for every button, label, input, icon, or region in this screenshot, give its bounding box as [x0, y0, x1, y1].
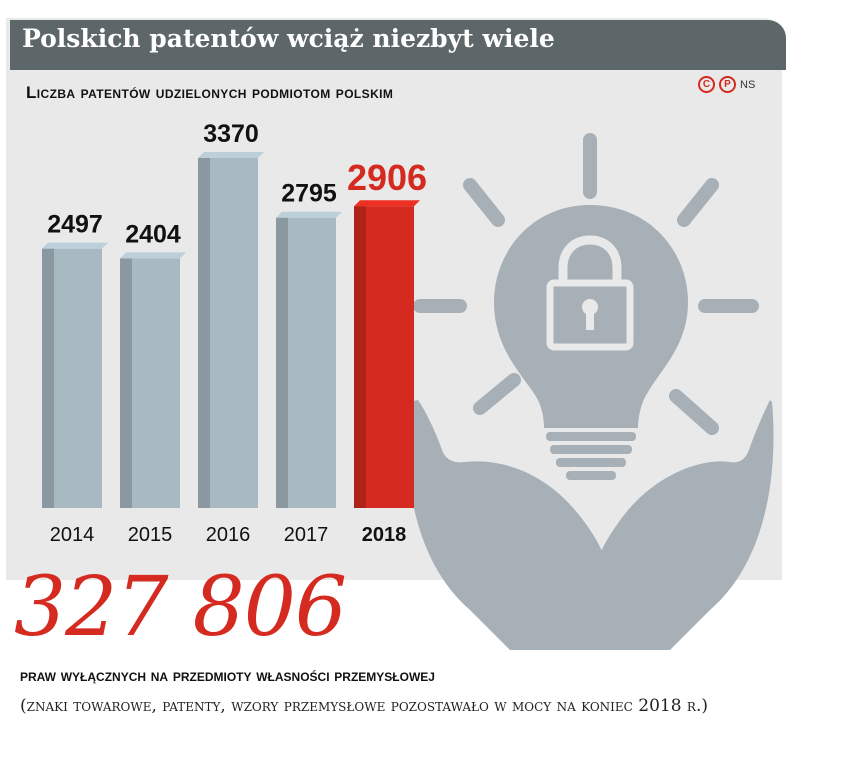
summary-caption-note: (znaki towarowe, patenty, wzory przemysł…	[20, 696, 708, 716]
bar-top	[42, 242, 108, 249]
bar-side	[354, 206, 366, 508]
x-tick-2016: 2016	[206, 524, 251, 546]
chart-subtitle: Liczba patentów udzielonych podmiotom po…	[26, 83, 394, 102]
bulb-base-ring	[550, 445, 632, 454]
bar-2015	[120, 252, 186, 508]
bars-layer	[42, 152, 420, 509]
bar-side	[276, 217, 288, 509]
value-label-2016: 3370	[203, 120, 259, 148]
bulb-base-ring	[566, 471, 616, 480]
x-tick-labels-layer: 2014 2015 2016 2017 2018	[50, 524, 407, 546]
x-tick-2014: 2014	[50, 524, 95, 546]
bulb-base-ring	[546, 432, 636, 441]
left-hand-icon	[406, 400, 612, 650]
bar-side	[198, 158, 210, 508]
bar-2017	[276, 211, 342, 509]
bar-top	[276, 211, 342, 218]
bar-2014	[42, 242, 108, 508]
bar-side	[42, 248, 54, 508]
bar-2016	[198, 152, 264, 508]
bar-side	[120, 258, 132, 508]
value-label-2018: 2906	[347, 157, 427, 198]
publisher-icon: P	[719, 76, 736, 93]
summary-value: 327 806	[14, 560, 347, 655]
credit: C P NS	[698, 76, 755, 93]
x-tick-2018: 2018	[362, 524, 407, 546]
bar-2018	[354, 200, 420, 508]
x-tick-2015: 2015	[128, 524, 173, 546]
bulb-base-ring	[556, 458, 626, 467]
value-label-2015: 2404	[125, 220, 181, 248]
value-labels-layer: 2497 2404 3370 2795 2906	[47, 120, 427, 248]
title-bar	[10, 20, 786, 70]
bar-top	[120, 252, 186, 259]
value-label-2017: 2795	[281, 180, 337, 208]
bar-top	[198, 152, 264, 158]
lightbulb-illustration	[406, 133, 774, 650]
value-label-2014: 2497	[47, 211, 103, 239]
page-title: Polskich patentów wciąż niezbyt wiele	[22, 24, 555, 53]
copyright-icon: C	[698, 76, 715, 93]
x-tick-2017: 2017	[284, 524, 329, 546]
bar-top	[354, 200, 420, 207]
right-hand-icon	[580, 400, 774, 650]
rays-icon	[413, 133, 759, 435]
padlock-icon	[546, 235, 634, 351]
summary-caption: praw wyłącznych na przedmioty własności …	[20, 666, 435, 685]
credit-initials: NS	[740, 78, 756, 91]
